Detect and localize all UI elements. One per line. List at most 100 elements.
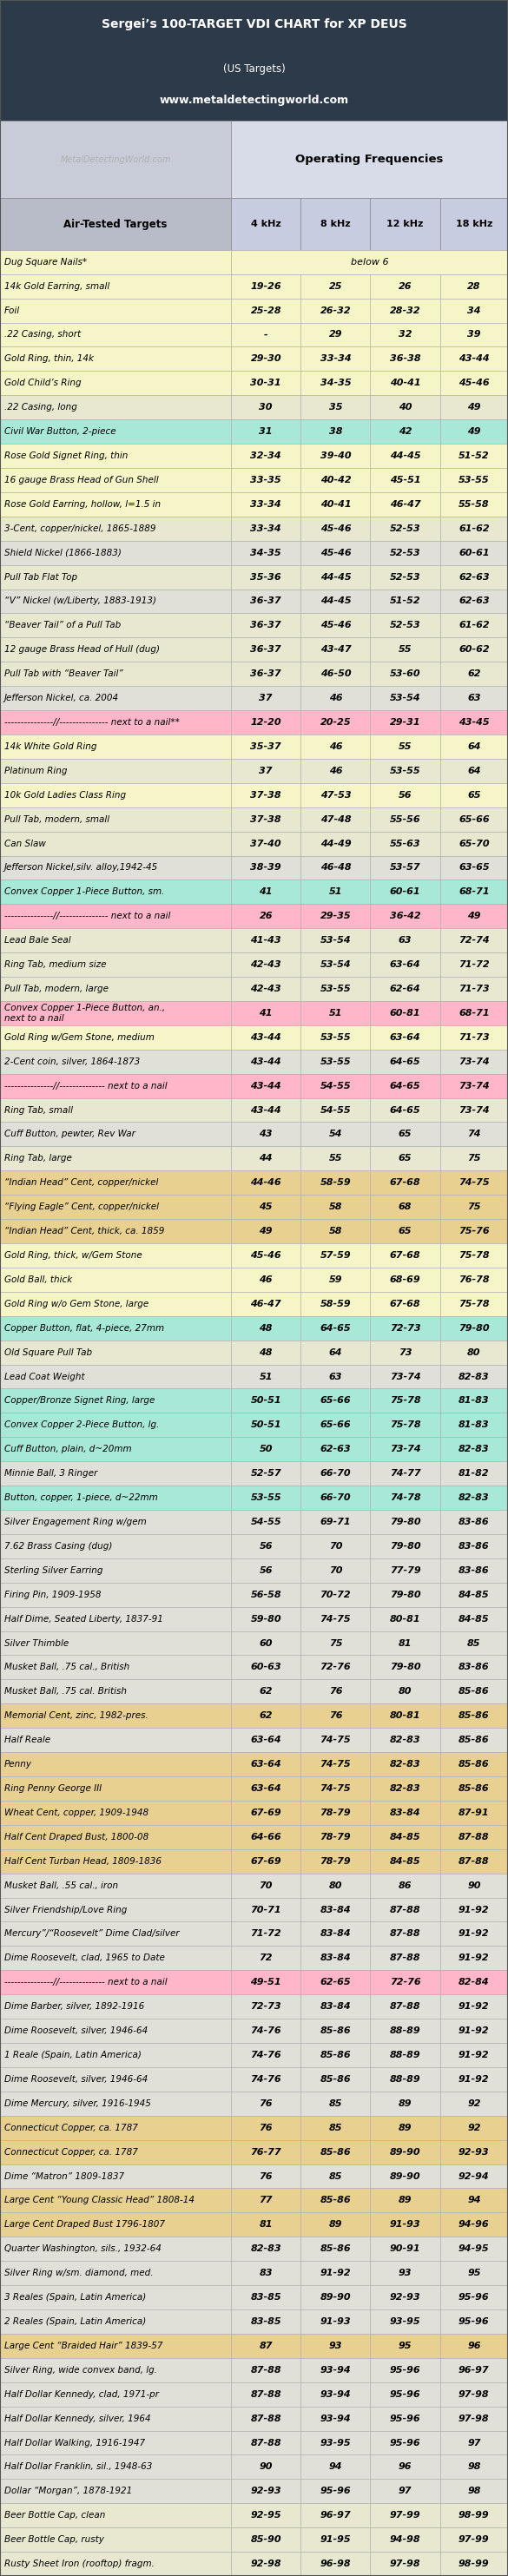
Bar [370,2478,440,2504]
Bar [301,1607,370,1631]
Text: 88-89: 88-89 [390,2050,421,2058]
Text: 76: 76 [259,2123,273,2133]
Text: 14k White Gold Ring: 14k White Gold Ring [4,742,97,752]
Bar [0,685,231,711]
Text: Dime Mercury, silver, 1916-1945: Dime Mercury, silver, 1916-1945 [4,2099,151,2107]
Bar [370,443,440,469]
Text: 97-99: 97-99 [390,2512,421,2519]
Text: 4 kHz: 4 kHz [251,219,281,229]
Bar [370,1412,440,1437]
Text: 68-69: 68-69 [390,1275,421,1283]
Text: 88-89: 88-89 [390,2074,421,2084]
Bar [231,1170,301,1195]
Bar [440,1631,508,1656]
Text: 85-86: 85-86 [320,2027,351,2035]
Text: ---------------//-------------- next to a nail: ---------------//-------------- next to … [4,1082,167,1090]
Bar [0,2478,231,2504]
Text: 31: 31 [259,428,273,435]
Text: 90-91: 90-91 [390,2244,421,2254]
Bar [301,1002,370,1025]
Bar [231,492,301,515]
Text: 34-35: 34-35 [250,549,281,556]
Bar [440,1437,508,1461]
Text: 93-94: 93-94 [320,2414,351,2424]
Text: 64-65: 64-65 [390,1056,421,1066]
Text: 95-96: 95-96 [390,2414,421,2424]
Text: 58-59: 58-59 [320,1177,351,1188]
Text: Copper Button, flat, 4-piece, 27mm: Copper Button, flat, 4-piece, 27mm [4,1324,164,1332]
Text: 36-38: 36-38 [390,355,421,363]
Bar [440,2262,508,2285]
Text: -: - [264,330,268,340]
Text: 36-42: 36-42 [390,912,421,920]
Bar [370,1486,440,1510]
Text: Gold Ring, thin, 14k: Gold Ring, thin, 14k [4,355,93,363]
Bar [0,1074,231,1097]
Bar [370,2141,440,2164]
Bar [231,953,301,976]
Text: Wheat Cent, copper, 1909-1948: Wheat Cent, copper, 1909-1948 [4,1808,148,1816]
Bar [370,2092,440,2115]
Text: Rose Gold Earring, hollow, l=1.5 in: Rose Gold Earring, hollow, l=1.5 in [4,500,161,507]
Text: 95: 95 [398,2342,412,2349]
Text: Firing Pin, 1909-1958: Firing Pin, 1909-1958 [4,1589,101,1600]
Text: 39: 39 [467,330,481,340]
Bar [301,322,370,348]
Bar [370,711,440,734]
Bar [440,1873,508,1899]
Text: Jefferson Nickel,silv. alloy,1942-45: Jefferson Nickel,silv. alloy,1942-45 [4,863,158,873]
Text: 73-74: 73-74 [459,1082,489,1090]
Bar [231,760,301,783]
Text: 95-96: 95-96 [459,2318,489,2326]
Bar [231,469,301,492]
Bar [231,443,301,469]
Text: Musket Ball, .75 cal., British: Musket Ball, .75 cal., British [4,1664,130,1672]
Bar [301,1437,370,1461]
Bar [440,2478,508,2504]
Bar [370,806,440,832]
Text: 65: 65 [398,1131,412,1139]
Text: 62-63: 62-63 [459,598,489,605]
Bar [440,1656,508,1680]
Bar [231,1048,301,1074]
Text: 83-84: 83-84 [320,1906,351,1914]
Bar [370,1607,440,1631]
Text: 49: 49 [259,1226,273,1236]
Bar [440,855,508,881]
Text: 72: 72 [259,1953,273,1963]
Text: 63: 63 [329,1373,342,1381]
Text: 8 kHz: 8 kHz [321,219,351,229]
Text: .22 Casing, long: .22 Casing, long [4,402,77,412]
Bar [301,1945,370,1971]
Text: 93-94: 93-94 [320,2391,351,2398]
Bar [370,469,440,492]
Bar [301,1558,370,1582]
Text: 64-65: 64-65 [390,1082,421,1090]
Text: 55: 55 [329,1154,342,1162]
Text: 87-88: 87-88 [390,1906,421,1914]
Text: 37-38: 37-38 [250,814,281,824]
Text: 63-65: 63-65 [459,863,489,873]
Text: 45-51: 45-51 [390,477,421,484]
Text: 82-83: 82-83 [390,1736,421,1744]
Text: 54-55: 54-55 [320,1082,351,1090]
Bar [231,1728,301,1752]
Bar [301,1631,370,1656]
Bar [301,2383,370,2406]
Text: Silver Engagement Ring w/gem: Silver Engagement Ring w/gem [4,1517,146,1528]
Bar [0,1097,231,1123]
Text: 93-95: 93-95 [320,2439,351,2447]
Bar [0,760,231,783]
Bar [301,1801,370,1824]
Text: 29-35: 29-35 [320,912,351,920]
Bar [301,299,370,322]
Text: 63: 63 [398,935,412,945]
Text: 46: 46 [259,1275,273,1283]
Bar [370,2020,440,2043]
Text: 85-86: 85-86 [459,1785,489,1793]
Bar [301,443,370,469]
Text: 79-80: 79-80 [390,1589,421,1600]
Bar [301,711,370,734]
Text: 65-66: 65-66 [320,1422,351,1430]
Bar [301,198,370,250]
